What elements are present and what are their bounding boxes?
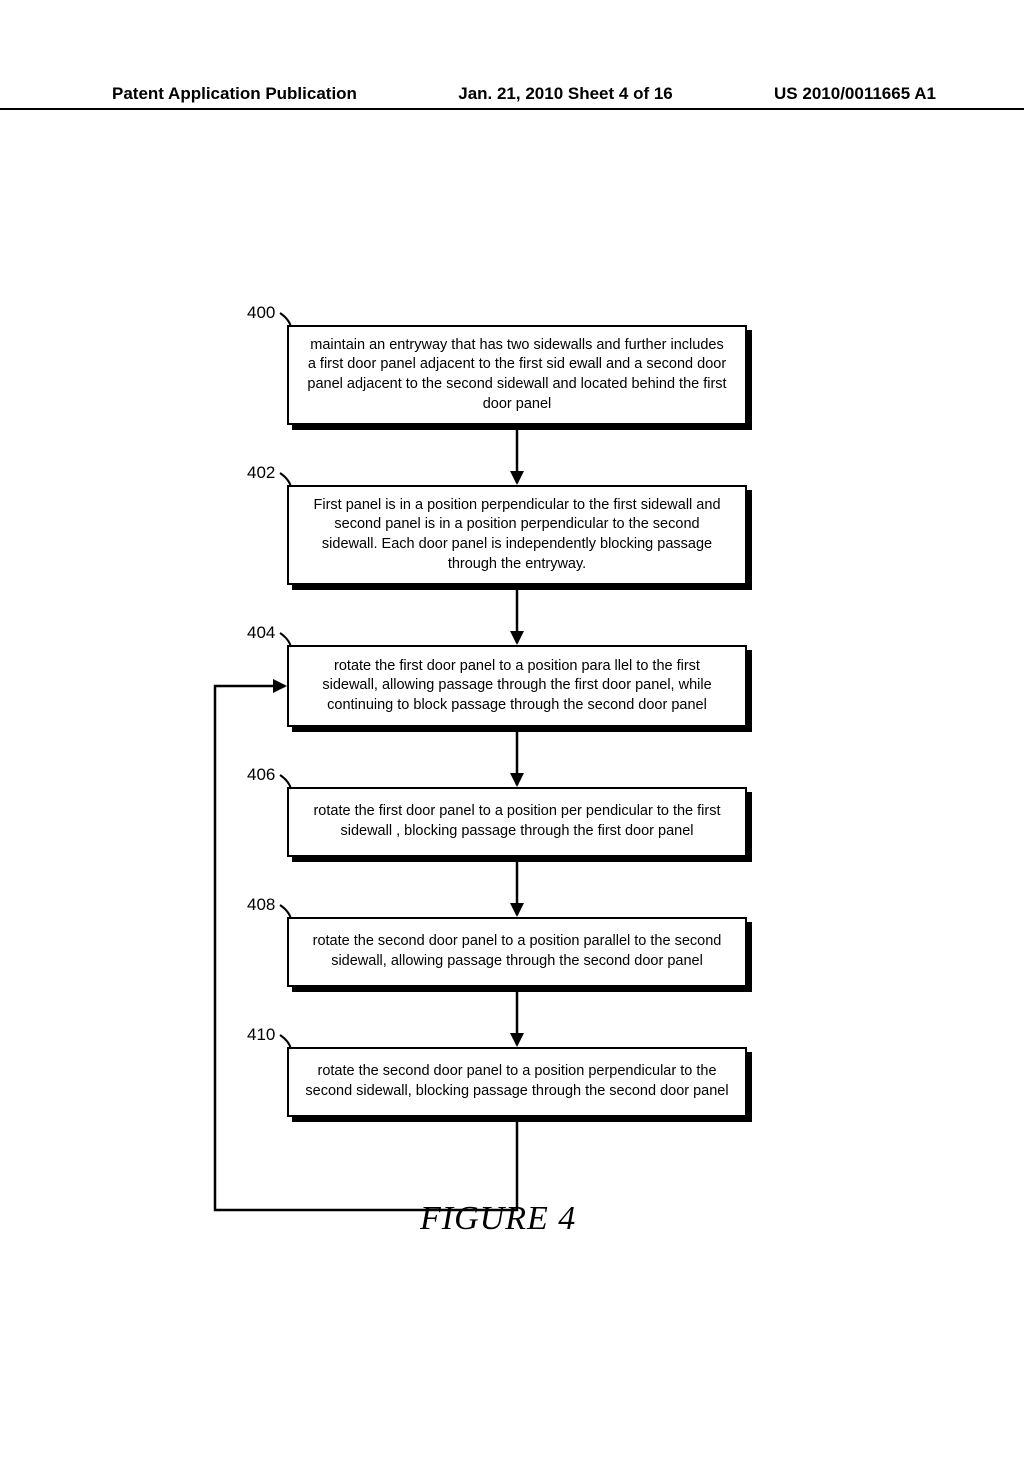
figure-caption: FIGURE 4 — [420, 1200, 576, 1238]
page: Patent Application Publication Jan. 21, … — [0, 0, 1024, 1320]
flowchart: maintain an entryway that has two sidewa… — [0, 150, 1024, 1250]
header-left: Patent Application Publication — [112, 84, 357, 104]
header-right: US 2010/0011665 A1 — [774, 84, 936, 104]
page-header: Patent Application Publication Jan. 21, … — [0, 84, 1024, 110]
loop-arrow — [0, 150, 1024, 1470]
header-center: Jan. 21, 2010 Sheet 4 of 16 — [458, 84, 673, 104]
